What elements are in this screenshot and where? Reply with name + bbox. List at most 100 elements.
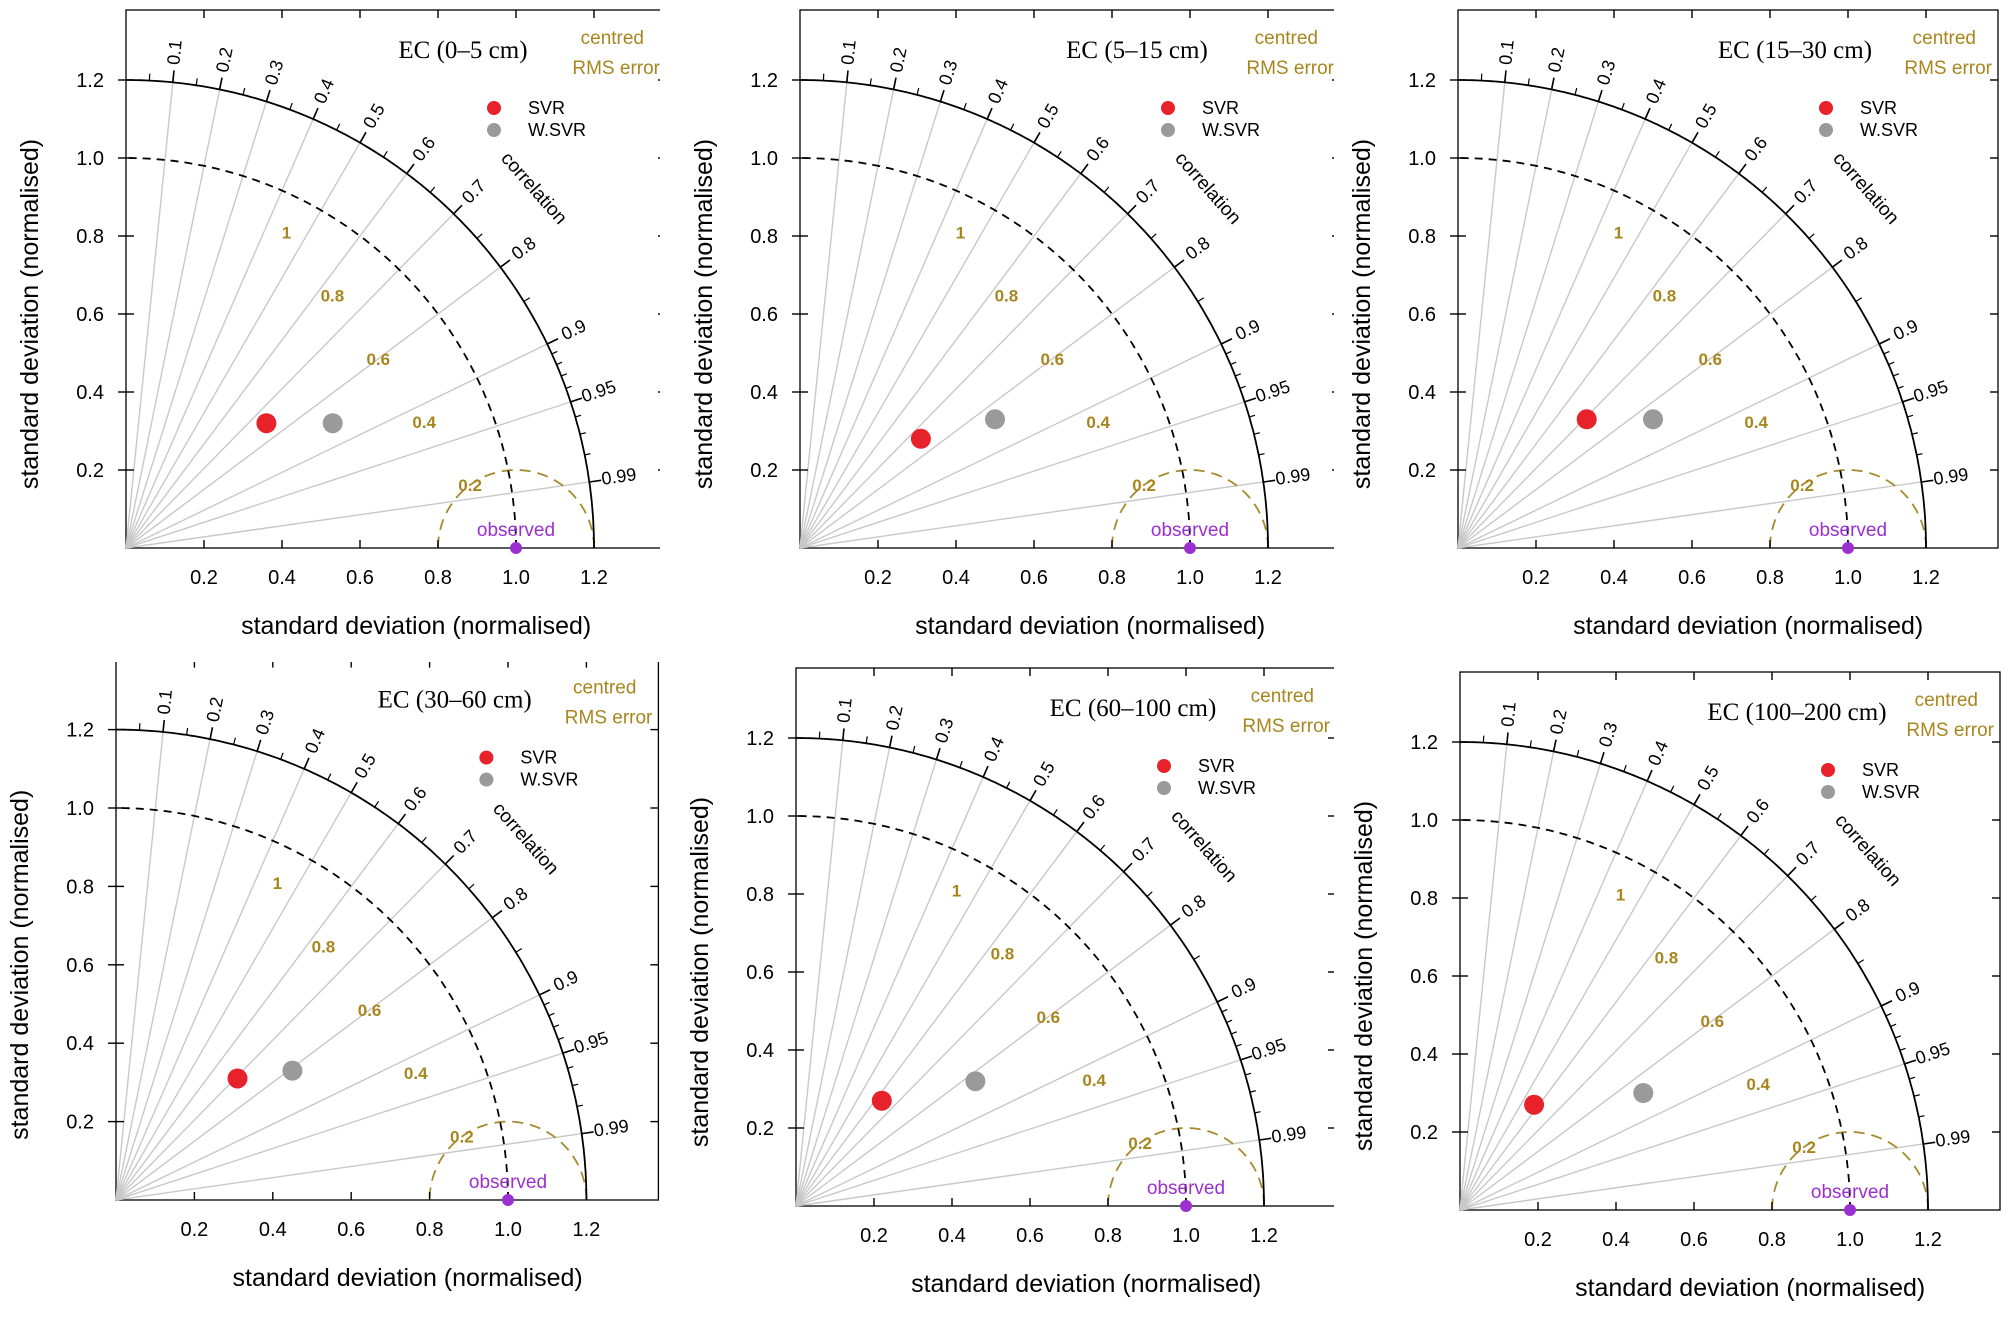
correlation-minor-tick — [523, 297, 531, 302]
correlation-minor-tick — [1763, 848, 1770, 855]
x-tick-label: 0.2 — [864, 567, 892, 589]
x-axis-title: standard deviation (normalised) — [1575, 1274, 1925, 1302]
legend-label-svr: SVR — [1202, 98, 1239, 118]
correlation-minor-tick — [1099, 844, 1106, 851]
correlation-line — [799, 266, 1175, 549]
observed-label: observed — [1151, 520, 1229, 541]
correlation-minor-tick — [1855, 297, 1863, 302]
outer-arc — [796, 737, 1265, 1206]
correlation-major-tick — [453, 204, 463, 215]
rms-legend-subtitle: RMS error — [1904, 58, 1992, 79]
correlation-major-tick — [1833, 921, 1845, 930]
rms-legend-title: centred — [1251, 686, 1314, 707]
correlation-minor-tick — [1916, 453, 1923, 456]
rms-contour-label: 0.4 — [1746, 1075, 1770, 1094]
y-axis-title: standard deviation (normalised) — [16, 139, 44, 489]
correlation-major-tick — [312, 107, 319, 120]
correlation-tick-label: 0.5 — [1029, 758, 1059, 790]
x-tick-label: 0.2 — [860, 1225, 888, 1247]
y-tick-label: 0.2 — [66, 1112, 94, 1134]
correlation-minor-tick — [1808, 233, 1815, 239]
rms-contour — [437, 469, 595, 548]
correlation-major-tick — [1902, 397, 1915, 403]
correlation-minor-tick — [1810, 895, 1817, 901]
rms-legend-title: centred — [1255, 28, 1318, 49]
data-point-svr — [1524, 1094, 1545, 1115]
correlation-major-tick — [303, 757, 310, 770]
correlation-line — [799, 89, 895, 549]
correlation-line — [1459, 763, 1602, 1211]
observed-label: observed — [1809, 520, 1887, 541]
correlation-major-tick — [1691, 131, 1699, 144]
y-tick-label: 0.2 — [746, 1118, 774, 1140]
rms-contour-label: 0.6 — [358, 1001, 382, 1020]
y-tick-label: 1.2 — [1408, 70, 1436, 92]
correlation-minor-tick — [1857, 959, 1865, 964]
legend-label-wsvr: W.SVR — [1198, 778, 1256, 798]
rms-legend-subtitle: RMS error — [1242, 716, 1330, 737]
correlation-major-tick — [986, 107, 993, 120]
correlation-major-tick — [581, 1131, 594, 1135]
correlation-minor-tick — [280, 752, 284, 760]
observed-point — [502, 1194, 514, 1206]
data-point-svr — [227, 1068, 248, 1089]
rms-legend-subtitle: RMS error — [1906, 720, 1994, 741]
correlation-major-tick — [1646, 769, 1653, 782]
correlation-major-tick — [589, 479, 602, 483]
correlation-minor-tick — [1258, 453, 1265, 456]
y-axis-title: standard deviation (normalised) — [1348, 139, 1376, 489]
legend-label-wsvr: W.SVR — [528, 120, 586, 140]
correlation-major-tick — [1831, 259, 1843, 268]
correlation-major-tick — [1599, 751, 1605, 764]
rms-contour-label: 0.2 — [1792, 1138, 1816, 1157]
correlation-tick-label: 0.6 — [400, 783, 431, 815]
x-tick-label: 1.0 — [1834, 567, 1862, 589]
legend-marker-wsvr — [1157, 781, 1171, 795]
correlation-tick-label: 0.5 — [1693, 762, 1723, 794]
correlation-line — [795, 776, 984, 1207]
correlation-minor-tick — [1911, 432, 1918, 435]
correlation-line — [125, 89, 221, 549]
correlation-major-tick — [162, 719, 166, 733]
observed-point — [1842, 542, 1854, 554]
correlation-major-tick — [256, 739, 262, 752]
correlation-major-tick — [499, 259, 511, 268]
correlation-minor-tick — [1574, 87, 1578, 96]
panel-title: EC (15–30 cm) — [1718, 37, 1872, 64]
correlation-major-tick — [1033, 131, 1041, 144]
plot-frame — [115, 662, 660, 1201]
correlation-minor-tick — [374, 800, 380, 808]
correlation-major-tick — [1921, 479, 1934, 483]
legend-label-wsvr: W.SVR — [1860, 120, 1918, 140]
correlation-minor-tick — [865, 736, 868, 744]
observed-label: observed — [1811, 1182, 1889, 1203]
legend-label-wsvr: W.SVR — [520, 770, 578, 790]
rms-legend-title: centred — [1915, 690, 1978, 711]
correlation-major-tick — [846, 70, 849, 83]
correlation-line — [1459, 1063, 1905, 1211]
x-tick-label: 0.6 — [1678, 567, 1706, 589]
correlation-minor-tick — [1239, 385, 1246, 389]
correlation-tick-label: 0.7 — [1132, 176, 1164, 208]
correlation-minor-tick — [1899, 1047, 1906, 1051]
y-tick-label: 0.8 — [1408, 226, 1436, 248]
correlation-tick-label: 0.1 — [1497, 701, 1519, 728]
y-axis-title: standard deviation (normalised) — [1350, 801, 1378, 1151]
sd-reference-arc — [796, 815, 1187, 1206]
correlation-minor-tick — [185, 727, 189, 736]
correlation-tick-label: 0.99 — [1932, 464, 1970, 489]
rms-contour-label: 0.6 — [366, 350, 390, 369]
correlation-line — [1457, 101, 1600, 549]
plot-frame — [1459, 671, 2001, 1211]
correlation-tick-label: 0.7 — [1128, 834, 1160, 866]
y-tick-label: 1.2 — [746, 728, 774, 750]
legend-label-svr: SVR — [1198, 756, 1235, 776]
y-tick-label: 1.0 — [1410, 810, 1438, 832]
correlation-tick-label: 0.4 — [1642, 76, 1670, 107]
correlation-tick-label: 0.6 — [1078, 791, 1109, 823]
correlation-tick-label: 0.4 — [980, 734, 1008, 765]
correlation-minor-tick — [959, 760, 963, 768]
correlation-tick-label: 0.95 — [1913, 1038, 1953, 1068]
panel-title: EC (60–100 cm) — [1050, 695, 1217, 722]
correlation-major-tick — [265, 89, 271, 102]
